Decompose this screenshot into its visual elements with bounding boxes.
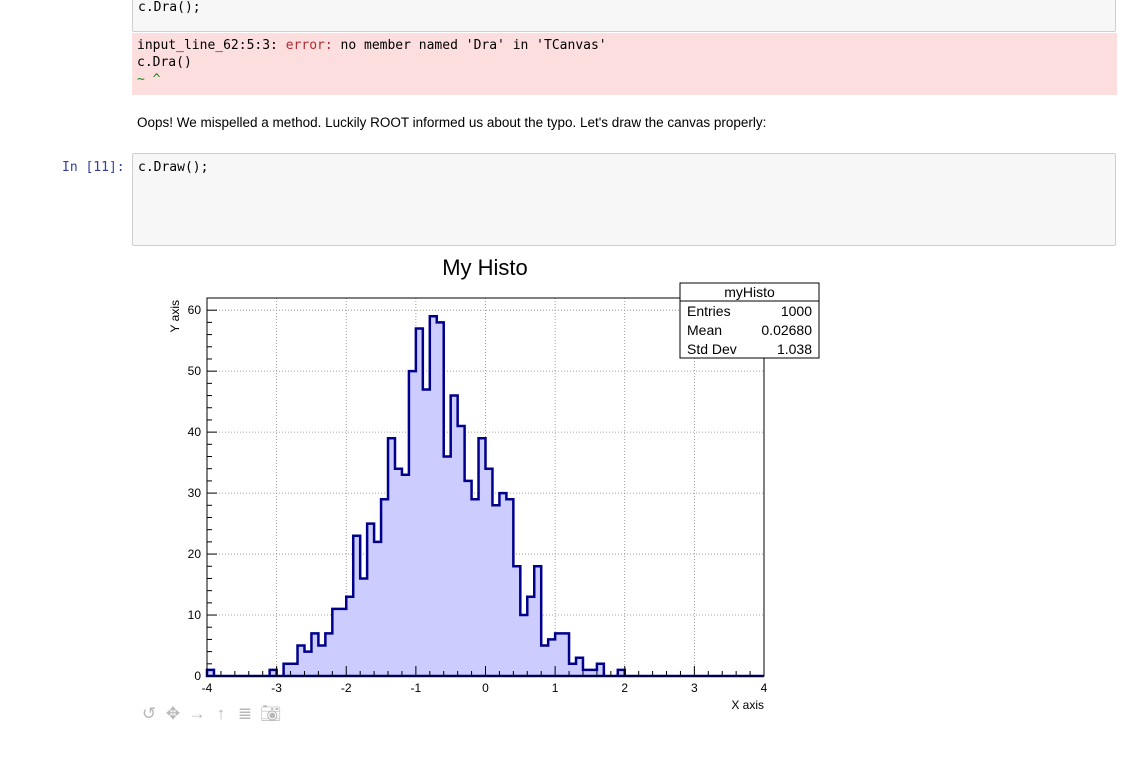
x-tick-label: -1 (411, 681, 422, 695)
y-tick-label: 30 (188, 486, 202, 500)
error-message: no member named 'Dra' in 'TCanvas' (332, 38, 607, 53)
y-tick-label: 0 (194, 669, 201, 683)
arrow-up-icon[interactable]: ↑ (216, 704, 226, 723)
x-axis-label: X axis (731, 698, 764, 710)
x-tick-label: 0 (482, 681, 489, 695)
previous-code-cell[interactable]: c.Dra(); (132, 0, 1116, 32)
stats-title: myHisto (724, 284, 775, 300)
stats-value: 1.038 (777, 341, 812, 357)
error-caret-line: ~ ^ (137, 72, 161, 87)
error-code-line: c.Dra() (137, 55, 192, 70)
y-tick-label: 50 (188, 364, 202, 378)
chart-title: My Histo (442, 255, 528, 280)
camera-icon[interactable]: 📷︎ (260, 704, 282, 723)
stats-label: Mean (687, 322, 722, 338)
markdown-text: Oops! We mispelled a method. Luckily ROO… (137, 115, 767, 130)
input-prompt: In [11]: (62, 160, 125, 175)
x-tick-label: 1 (552, 681, 559, 695)
x-tick-label: 4 (761, 681, 768, 695)
plot-toolbar: ↺ ✥ → ↑ ≣ 📷︎ (140, 704, 282, 724)
x-tick-label: 2 (621, 681, 628, 695)
error-output: input_line_62:5:3: error: no member name… (132, 33, 1117, 95)
arrow-right-icon[interactable]: → (188, 704, 206, 723)
y-tick-label: 60 (188, 303, 202, 317)
y-tick-label: 10 (188, 608, 202, 622)
error-location: input_line_62:5:3: (137, 38, 286, 53)
y-tick-label: 20 (188, 547, 202, 561)
x-tick-label: -3 (271, 681, 282, 695)
move-icon[interactable]: ✥ (165, 704, 181, 723)
y-axis-label: Y axis (168, 300, 182, 332)
list-icon[interactable]: ≣ (237, 704, 253, 723)
stats-label: Std Dev (687, 341, 737, 357)
undo-icon[interactable]: ↺ (141, 704, 157, 723)
current-code-cell[interactable]: c.Draw(); (132, 153, 1116, 246)
y-tick-label: 40 (188, 425, 202, 439)
stats-box (679, 282, 820, 359)
x-tick-label: -2 (341, 681, 352, 695)
current-code: c.Draw(); (138, 160, 209, 175)
error-keyword: error: (285, 38, 333, 53)
stats-value: 0.02680 (761, 322, 812, 338)
previous-code: c.Dra(); (138, 0, 201, 15)
stats-value: 1000 (781, 303, 812, 319)
x-tick-label: 3 (691, 681, 698, 695)
stats-label: Entries (687, 303, 731, 319)
x-tick-label: -4 (202, 681, 213, 695)
